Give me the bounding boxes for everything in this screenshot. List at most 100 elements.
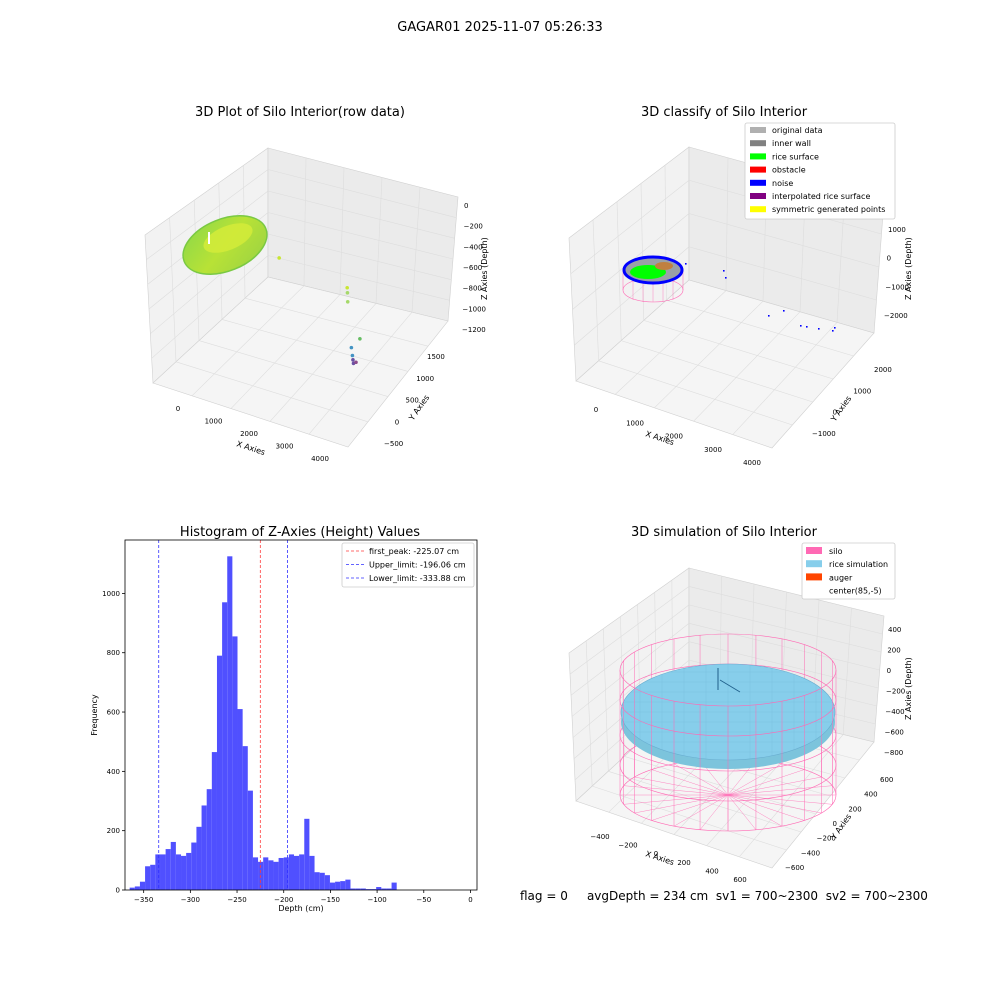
raw-rice-inner: [203, 223, 253, 253]
simulation-legend-box: [801, 542, 896, 600]
histogram-bar: [278, 857, 284, 890]
raw-outlier-point: [345, 300, 350, 304]
raw-outlier-point: [354, 360, 358, 365]
simulation-silo-wireframe-front: [619, 669, 837, 832]
silo-bottom-spoke: [623, 785, 729, 796]
noise-point: [768, 315, 770, 317]
histogram-bar: [181, 855, 187, 890]
silo-bottom-spoke: [623, 794, 729, 805]
silo-bottom-spoke: [727, 776, 822, 796]
status-avg-depth: avgDepth = 234 cm: [586, 889, 709, 903]
histogram-axes-frame: [124, 539, 478, 891]
histogram-bar: [206, 789, 212, 890]
histogram-bar: [170, 841, 176, 890]
silo-bottom-spoke: [727, 794, 833, 805]
x-tick-label: −200: [274, 896, 293, 904]
sim-z-tick-label: 200: [887, 647, 900, 655]
classify-3d-legend: original data inner wall rice surface obsta…: [744, 122, 896, 220]
silo-bottom-spoke: [651, 794, 729, 821]
histogram-bar: [263, 857, 269, 890]
histogram-bar: [139, 881, 146, 890]
histogram-bar: [155, 854, 161, 890]
histogram-bar: [150, 864, 156, 890]
histogram-ylabel: Frequency: [90, 694, 99, 736]
silo-bottom-spoke: [727, 763, 783, 796]
silo-bottom-spoke: [673, 794, 729, 827]
histogram-bar: [129, 887, 135, 890]
panel-classify-3d: 3D classify of Silo Interior 0 1000 2000 30…: [568, 105, 913, 467]
histogram-bar: [216, 655, 223, 890]
histogram-bar: [252, 857, 259, 890]
raw-3d-ticks: 0 1000 2000 3000 4000 1500 1000 500 0 −500 0 −200 −4…: [176, 202, 486, 463]
legend-swatch: [806, 560, 822, 568]
status-sv2: sv2 = 700~2300: [825, 889, 928, 903]
sim-y-tick-label: 400: [864, 791, 877, 799]
figure-title: GAGAR01 2025-11-07 05:26:33: [397, 20, 602, 35]
raw-x-tick-label: 2000: [240, 430, 258, 438]
legend-swatch: [750, 206, 766, 213]
histogram-legend-box: [341, 542, 475, 588]
y-tick-label: 400: [107, 768, 120, 776]
raw-y-tick-label: 1000: [416, 375, 434, 383]
sim-z-tick-label: −800: [884, 749, 903, 757]
noise-point: [800, 325, 802, 327]
raw-outlier-point: [277, 256, 281, 260]
panel-raw-3d: 3D Plot of Silo Interior(row data) 0 1000…: [144, 105, 489, 463]
legend-label: center(85,-5): [829, 587, 882, 596]
raw-y-tick-label: 0: [395, 418, 399, 426]
histogram-bar: [247, 790, 253, 890]
raw-3d-panes: [144, 147, 459, 448]
x-tick-label: −250: [227, 896, 246, 904]
raw-outlier-point: [358, 336, 362, 341]
histogram-bar: [391, 882, 397, 890]
panel-histogram: Histogram of Z-Axies (Height) Values −35…: [90, 525, 478, 913]
sim-z-tick-label: −600: [885, 729, 904, 737]
raw-3d-zlabel: Z Axies (Depth): [480, 237, 489, 300]
x-tick-label: −50: [416, 896, 431, 904]
legend-label: rice simulation: [829, 560, 888, 569]
histogram-bar: [386, 888, 392, 890]
raw-z-tick-label: −1200: [462, 326, 486, 334]
silo-bottom-spoke: [727, 769, 805, 796]
silo-bottom-spoke: [634, 776, 729, 796]
y-tick-label: 0: [116, 887, 120, 895]
raw-z-tick-label: −800: [463, 285, 482, 293]
legend-swatch: [806, 547, 822, 554]
cls-y-tick-label: 0: [833, 409, 837, 417]
raw-z-tick-label: 0: [464, 202, 468, 210]
cls-x-tick-label: 1000: [626, 419, 644, 427]
raw-z-tick-label: −1000: [462, 305, 486, 313]
x-tick-label: −150: [321, 896, 340, 904]
sim-y-tick-label: 0: [833, 820, 837, 828]
histogram-bar: [365, 889, 372, 890]
cls-x-tick-label: 0: [594, 406, 598, 414]
legend-label: interpolated rice surface: [772, 192, 870, 201]
silo-bottom-spoke: [727, 785, 833, 796]
legend-swatch: [750, 140, 766, 147]
legend-label: original data: [772, 126, 823, 135]
classify-3d-zlabel: Z Axies (Depth): [904, 237, 913, 300]
histogram-bar: [134, 886, 140, 890]
histogram-bar: [335, 881, 341, 890]
histogram-bar: [227, 556, 233, 890]
x-tick-label: −100: [367, 896, 386, 904]
sim-x-tick-label: −400: [590, 833, 609, 841]
histogram-bar: [288, 854, 294, 890]
sim-x-tick-label: −200: [618, 842, 637, 850]
noise-point: [834, 327, 836, 329]
legend-label: silo: [829, 547, 843, 556]
sim-y-tick-label: 600: [880, 776, 893, 784]
legend-swatch: [750, 153, 766, 160]
sim-z-tick-label: 400: [888, 626, 901, 634]
silo-bottom-spoke: [651, 769, 729, 796]
classify-3d-title: 3D classify of Silo Interior: [641, 105, 808, 120]
sim-x-tick-label: 600: [733, 876, 746, 884]
sim-y-tick-label: −400: [801, 849, 820, 857]
sim-y-tick-label: −200: [817, 835, 836, 843]
histogram-bar: [299, 854, 305, 890]
raw-outlier-point: [349, 345, 354, 350]
legend-label: auger: [829, 573, 853, 582]
raw-x-tick-label: 0: [176, 405, 180, 413]
sim-y-tick-label: −600: [785, 864, 804, 872]
